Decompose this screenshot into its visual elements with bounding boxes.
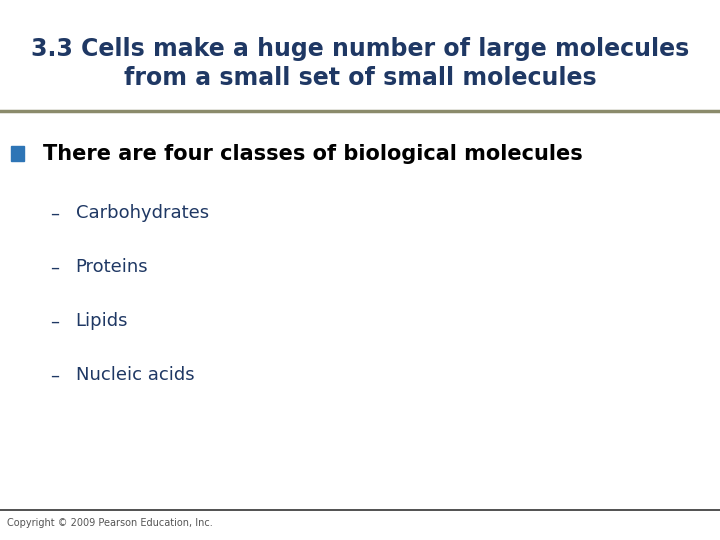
Text: Nucleic acids: Nucleic acids	[76, 366, 194, 384]
Text: Proteins: Proteins	[76, 258, 148, 276]
Text: –: –	[50, 312, 60, 330]
Text: –: –	[50, 258, 60, 276]
Text: –: –	[50, 366, 60, 384]
Text: Lipids: Lipids	[76, 312, 128, 330]
FancyBboxPatch shape	[11, 146, 24, 161]
Text: –: –	[50, 204, 60, 222]
Text: Copyright © 2009 Pearson Education, Inc.: Copyright © 2009 Pearson Education, Inc.	[7, 518, 213, 528]
Text: 3.3 Cells make a huge number of large molecules: 3.3 Cells make a huge number of large mo…	[31, 37, 689, 60]
Text: There are four classes of biological molecules: There are four classes of biological mol…	[43, 144, 583, 164]
Text: from a small set of small molecules: from a small set of small molecules	[124, 66, 596, 90]
Text: Carbohydrates: Carbohydrates	[76, 204, 209, 222]
